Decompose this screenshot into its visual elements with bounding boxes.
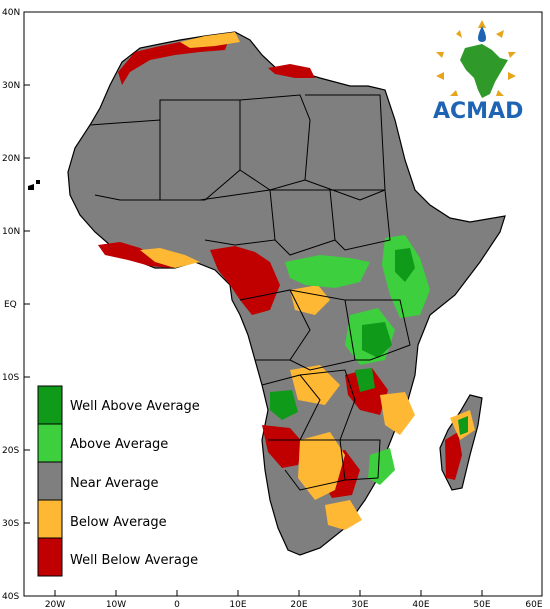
legend: Well Above Average Above Average Near Av…	[37, 385, 200, 577]
south-below	[325, 500, 362, 530]
y-axis	[24, 11, 30, 597]
madagascar-well-above	[458, 416, 468, 435]
x-tick-labels: 20W 10W 0 10E 20E 30E 40E 50E 60E	[45, 600, 543, 609]
x-tick-label: 10E	[229, 600, 246, 609]
legend-label: Above Average	[70, 437, 168, 452]
logo-text: ACMAD	[433, 99, 523, 124]
central-well-below	[210, 246, 280, 315]
central-well-above	[362, 322, 392, 358]
x-tick-label: 60E	[525, 600, 542, 609]
x-tick-label: 10W	[106, 600, 126, 609]
y-tick-label: 10N	[2, 227, 20, 237]
y-tick-label: 40S	[2, 592, 19, 602]
nw-below	[180, 32, 240, 48]
libya-coast-well-below	[268, 64, 315, 78]
legend-label: Well Above Average	[70, 399, 200, 414]
africa-silhouette-icon	[460, 44, 508, 98]
se-below	[380, 392, 415, 435]
legend-label: Near Average	[70, 476, 159, 491]
y-tick-label: 30N	[2, 81, 20, 91]
y-tick-label: EQ	[4, 300, 17, 310]
legend-label: Below Average	[70, 515, 167, 530]
sw-well-above	[270, 390, 298, 420]
nw-africa-well-below	[118, 36, 230, 85]
east-well-above	[395, 248, 415, 282]
country-borders	[89, 94, 411, 491]
west-coast-well-below	[98, 242, 172, 268]
well-below-average-areas	[98, 36, 462, 498]
central-below	[290, 285, 330, 315]
x-tick-label: 50E	[473, 600, 490, 609]
legend-swatch-near	[37, 461, 63, 501]
sun-icon	[436, 20, 516, 96]
y-tick-labels: 40N 30N 20N 10N EQ 10S 20S 30S 40S	[2, 8, 20, 602]
se-well-below	[345, 368, 388, 415]
legend-swatch-well-below	[37, 537, 63, 577]
y-tick-label: 40N	[2, 8, 20, 18]
cape-verde	[28, 180, 40, 190]
south-above	[368, 448, 395, 485]
legend-swatch-well-above	[37, 385, 63, 425]
x-tick-label: 30E	[351, 600, 368, 609]
west-coast-below	[140, 248, 200, 268]
water-drop-icon	[478, 26, 486, 42]
x-tick-label: 40E	[412, 600, 429, 609]
well-above-average-areas	[270, 248, 468, 435]
y-tick-label: 20S	[2, 446, 19, 456]
y-tick-label: 30S	[2, 519, 19, 529]
x-tick-label: 20W	[45, 600, 65, 609]
x-tick-label: 20E	[290, 600, 307, 609]
below-average-areas	[140, 32, 475, 530]
y-tick-label: 20N	[2, 154, 20, 164]
acmad-logo: ACMAD	[433, 20, 523, 124]
south-central-well-above	[355, 368, 375, 392]
legend-label: Well Below Average	[70, 553, 198, 568]
madagascar-well-below	[445, 432, 462, 480]
x-axis	[54, 590, 543, 596]
legend-swatch-below	[37, 499, 63, 539]
legend-swatch-above	[37, 423, 63, 463]
central-above	[285, 255, 370, 288]
sw-well-below	[262, 425, 305, 468]
y-tick-label: 10S	[2, 373, 19, 383]
x-tick-label: 0	[174, 600, 180, 609]
